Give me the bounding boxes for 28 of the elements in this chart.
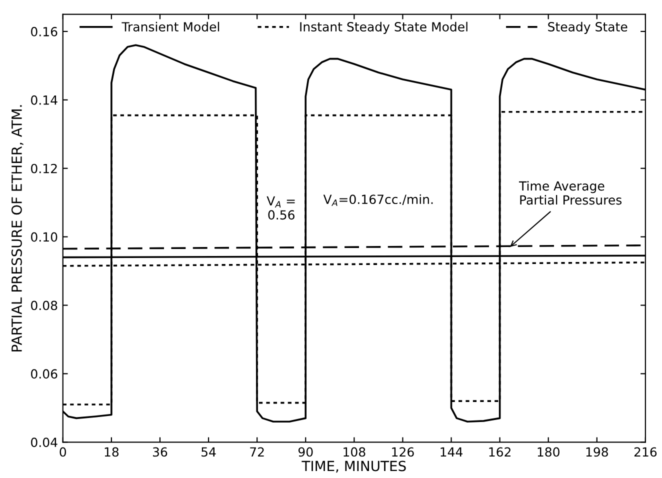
y-tick-label: 0.08: [31, 300, 58, 310]
x-tick-label: 90: [298, 447, 313, 457]
annotation: V$_{A}$ = 0.56: [266, 196, 295, 220]
x-axis-title: TIME, MINUTES: [302, 460, 406, 473]
annotation: V$_{A}$=0.167cc./min.: [323, 194, 433, 206]
x-tick-label: 0: [60, 447, 66, 457]
y-tick-label: 0.06: [31, 369, 58, 379]
y-tick-label: 0.16: [31, 26, 58, 36]
x-tick-label: 18: [104, 447, 119, 457]
x-tick-label: 180: [538, 447, 560, 457]
x-tick-label: 216: [634, 447, 657, 457]
x-tick-label: 72: [250, 447, 264, 457]
y-tick-label: 0.14: [31, 95, 58, 105]
legend-label: Steady State: [548, 22, 628, 34]
x-tick-label: 36: [152, 447, 168, 457]
y-tick-label: 0.10: [31, 232, 58, 242]
x-tick-label: 126: [392, 447, 414, 457]
y-axis-title: PARTIAL PRESSURE OF ETHER, ATM.: [11, 105, 24, 352]
legend-label: Instant Steady State Model: [300, 22, 468, 34]
annotation: Time Average Partial Pressures: [518, 181, 622, 205]
x-tick-label: 54: [202, 447, 216, 457]
legend-label: Transient Model: [122, 22, 220, 32]
x-tick-label: 162: [489, 447, 510, 457]
x-tick-label: 144: [440, 447, 462, 457]
x-tick-label: 108: [344, 447, 366, 457]
y-tick-label: 0.12: [31, 164, 57, 174]
y-tick-label: 0.04: [31, 438, 58, 448]
x-tick-label: 198: [586, 447, 608, 457]
